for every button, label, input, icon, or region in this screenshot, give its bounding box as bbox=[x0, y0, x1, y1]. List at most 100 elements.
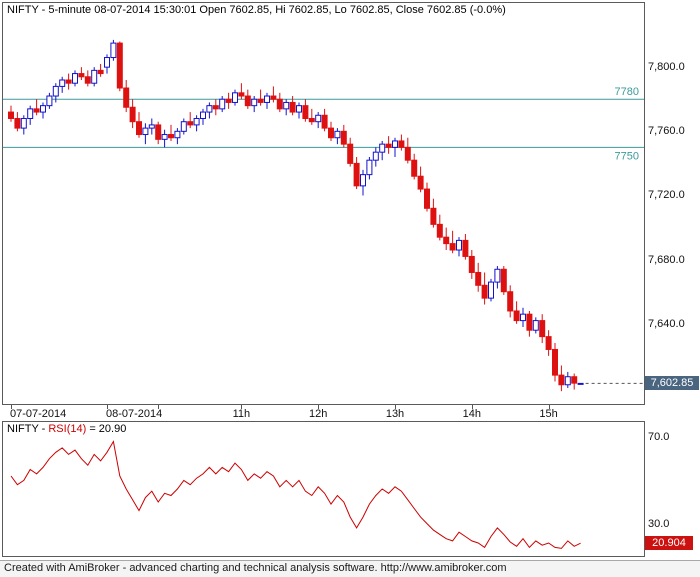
candle-body bbox=[14, 117, 21, 129]
candle-body bbox=[430, 207, 437, 225]
candle-body bbox=[129, 106, 136, 123]
time-tick bbox=[318, 405, 320, 409]
candle-body bbox=[200, 111, 206, 119]
rsi-pane-title: NIFTY - RSI(14) = 20.90 bbox=[7, 423, 126, 435]
rsi-title-value: = 20.90 bbox=[86, 423, 127, 435]
candle-body bbox=[494, 268, 501, 283]
candle-body bbox=[462, 239, 469, 257]
candle-body bbox=[168, 134, 174, 139]
price-axis-label: 7,760.0 bbox=[648, 125, 685, 138]
time-tick bbox=[158, 405, 160, 409]
candle-body bbox=[123, 87, 130, 108]
candle-body bbox=[366, 159, 373, 176]
candle-body bbox=[219, 98, 226, 110]
time-tick bbox=[241, 405, 243, 409]
candle-body bbox=[436, 223, 443, 238]
candle-body bbox=[110, 42, 117, 59]
rsi-value-badge: 20.904 bbox=[645, 536, 693, 551]
candle-body bbox=[564, 376, 571, 386]
candle-body bbox=[424, 188, 430, 209]
candle-body bbox=[8, 111, 14, 119]
candle-body bbox=[46, 95, 53, 107]
candle-body bbox=[385, 143, 392, 148]
candle-body bbox=[174, 130, 181, 139]
candle-body bbox=[539, 320, 546, 338]
candle-body bbox=[347, 143, 354, 164]
candle-body bbox=[225, 98, 232, 103]
candle-body bbox=[155, 124, 162, 140]
candle-body bbox=[59, 79, 66, 87]
candle-body bbox=[72, 73, 78, 84]
candle-body bbox=[404, 146, 411, 161]
candle-body bbox=[84, 76, 91, 84]
candlestick-chart[interactable]: 7780 7750 bbox=[3, 3, 644, 404]
candle-body bbox=[334, 130, 341, 139]
candle-body bbox=[244, 95, 251, 107]
candle-body bbox=[20, 117, 27, 129]
time-axis-label: 13h bbox=[385, 408, 405, 420]
candle-body bbox=[526, 313, 533, 331]
price-chart-pane[interactable]: NIFTY - 5-minute 08-07-2014 15:30:01 Ope… bbox=[2, 2, 645, 405]
time-tick bbox=[471, 405, 473, 409]
price-pane-title: NIFTY - 5-minute 08-07-2014 15:30:01 Ope… bbox=[7, 4, 506, 16]
candle-body bbox=[52, 85, 59, 97]
status-bar: Created with AmiBroker - advanced charti… bbox=[0, 560, 700, 577]
candle-body bbox=[206, 105, 213, 113]
candle-body bbox=[257, 98, 264, 103]
time-tick bbox=[548, 405, 550, 409]
rsi-title-indicator: RSI(14) bbox=[48, 423, 87, 435]
candle-body bbox=[468, 255, 475, 273]
candle-body bbox=[142, 127, 149, 136]
price-axis-label: 7,640.0 bbox=[648, 317, 685, 330]
level-label-7780: 7780 bbox=[615, 86, 639, 98]
candle-body bbox=[33, 108, 40, 113]
candle-body bbox=[193, 117, 200, 126]
candle-body bbox=[187, 121, 194, 126]
candle-body bbox=[180, 121, 187, 132]
candle-body bbox=[398, 140, 405, 148]
time-axis-label: 14h bbox=[462, 408, 481, 420]
price-axis-label: 7,800.0 bbox=[648, 61, 685, 74]
candle-body bbox=[545, 336, 552, 350]
time-axis-label: 07-07-2014 bbox=[10, 408, 67, 420]
candle-body bbox=[392, 140, 398, 148]
candle-body bbox=[328, 127, 334, 139]
candle-body bbox=[212, 105, 219, 110]
candle-body bbox=[340, 130, 347, 145]
candle-body bbox=[296, 105, 302, 113]
level-label-7750: 7750 bbox=[615, 150, 639, 162]
candle-body bbox=[552, 348, 558, 376]
candle-body bbox=[321, 114, 328, 129]
candle-body bbox=[500, 268, 507, 293]
rsi-title-symbol: NIFTY - bbox=[7, 423, 49, 435]
time-tick bbox=[395, 405, 396, 409]
candle-body bbox=[372, 151, 379, 161]
price-axis-label: 7,720.0 bbox=[648, 189, 685, 202]
rsi-pane[interactable]: NIFTY - RSI(14) = 20.90 bbox=[2, 421, 645, 557]
candle-body bbox=[104, 57, 110, 68]
last-price-badge: 7,602.85 bbox=[645, 376, 699, 391]
candle-body bbox=[97, 69, 104, 75]
candle-body bbox=[411, 159, 418, 177]
candle-body bbox=[577, 382, 584, 385]
candle-body bbox=[558, 374, 565, 386]
candle-body bbox=[443, 236, 450, 245]
candle-body bbox=[40, 105, 46, 113]
rsi-line-chart[interactable] bbox=[3, 422, 644, 556]
candle-body bbox=[417, 175, 424, 190]
candle-body bbox=[251, 98, 258, 107]
price-axis: 7,800.0 7,760.0 7,720.0 7,680.0 7,640.0 bbox=[647, 2, 700, 405]
candle-body bbox=[276, 98, 283, 110]
candle-body bbox=[136, 121, 142, 136]
candle-body bbox=[270, 95, 277, 100]
candle-body bbox=[488, 281, 494, 299]
candle-body bbox=[232, 92, 238, 103]
candle-body bbox=[507, 291, 514, 312]
candle-body bbox=[308, 117, 315, 123]
candle-body bbox=[315, 114, 322, 123]
candle-body bbox=[116, 42, 123, 89]
rsi-axis: 70.0 30.0 bbox=[647, 421, 700, 557]
time-axis-label: 12h bbox=[309, 408, 328, 420]
rsi-line bbox=[10, 440, 581, 549]
candle-body bbox=[91, 69, 98, 84]
